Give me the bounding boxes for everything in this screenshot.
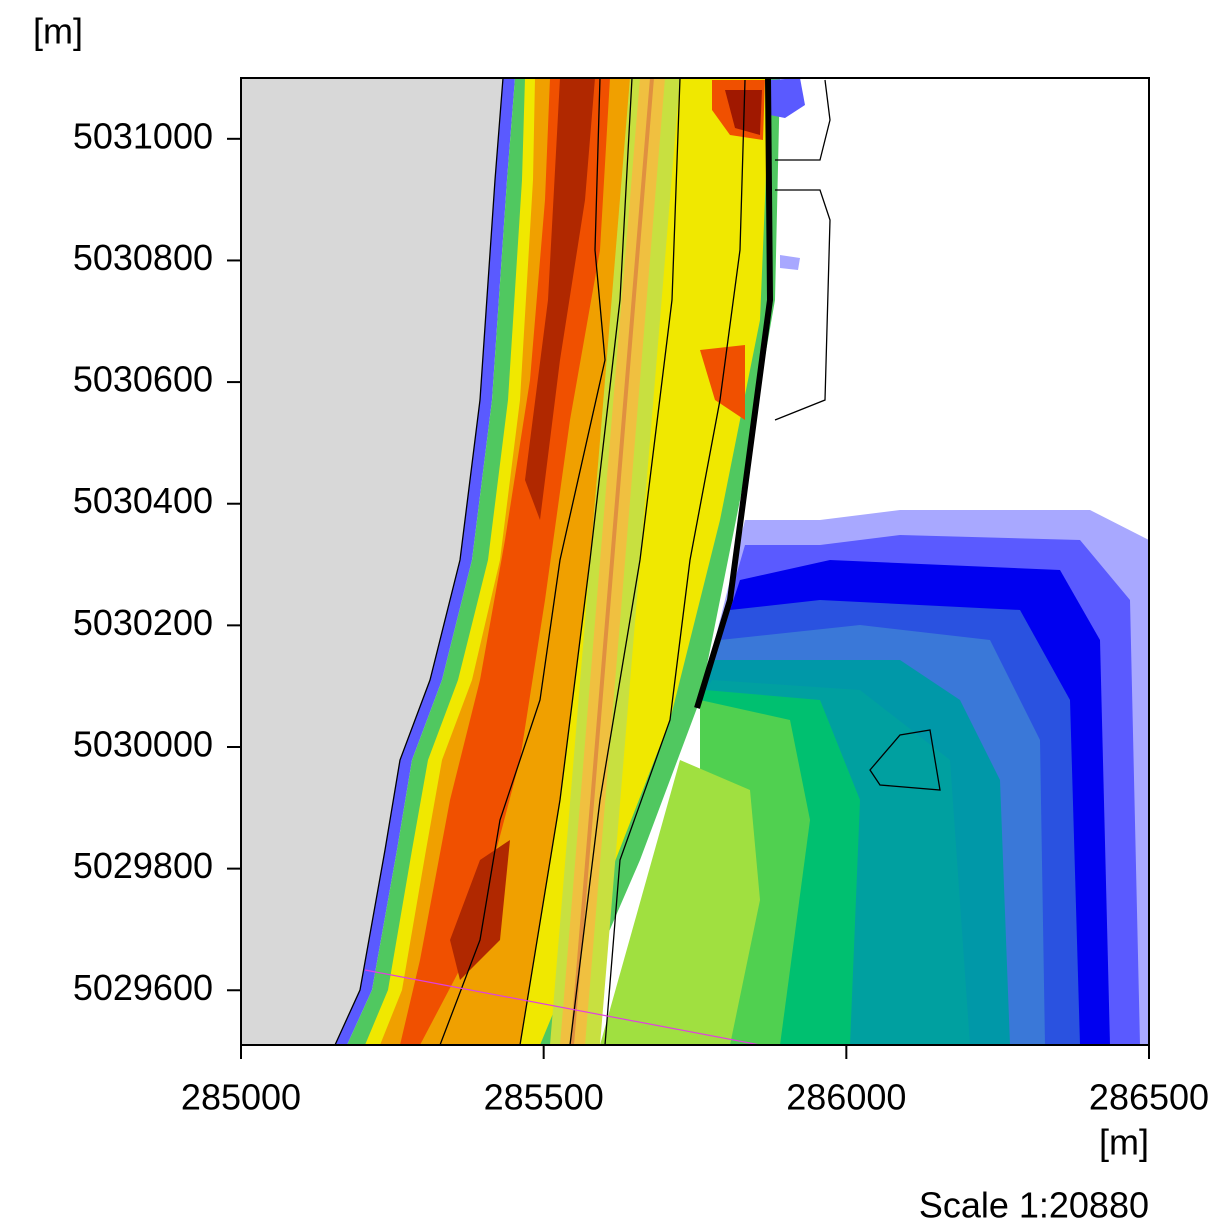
y-axis-label: [m] — [33, 11, 83, 52]
y-tick-label: 5030000 — [73, 724, 213, 765]
x-axis-label: [m] — [1099, 1122, 1149, 1163]
y-tick-label: 5029800 — [73, 845, 213, 886]
x-tick-label: 286500 — [1089, 1077, 1209, 1118]
y-tick-label: 5030800 — [73, 237, 213, 278]
y-tick-label: 5030400 — [73, 480, 213, 521]
x-tick-label: 285000 — [181, 1077, 301, 1118]
scale-label: Scale 1:20880 — [919, 1185, 1149, 1226]
x-tick-label: 285500 — [484, 1077, 604, 1118]
y-tick-label: 5029600 — [73, 967, 213, 1008]
plot-frame — [240, 77, 1150, 1046]
y-tick-label: 5030200 — [73, 602, 213, 643]
y-tick-label: 5030600 — [73, 359, 213, 400]
x-tick-label: 286000 — [786, 1077, 906, 1118]
y-tick-label: 5031000 — [73, 115, 213, 156]
contour-map — [241, 78, 1149, 1045]
